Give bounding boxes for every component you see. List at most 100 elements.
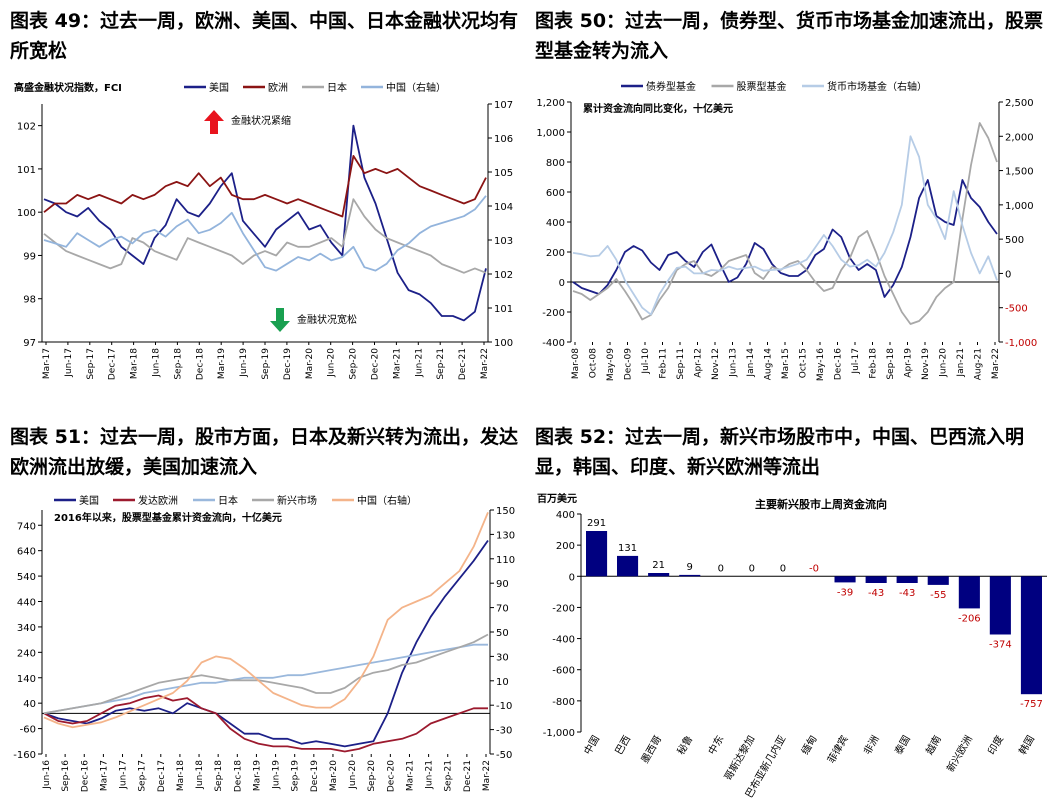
x-tick-label: Nov-19 [921, 348, 931, 380]
x-tick-label: Jun-16 [42, 760, 52, 790]
x-tick-label: Jul-10 [641, 348, 651, 375]
x-tick-label: Aug-14 [764, 348, 774, 381]
panel-em-flows: 图表 52：过去一周，新兴市场股市中，中国、巴西流入明显，韩国、印度、新兴欧洲等… [529, 406, 1058, 812]
x-tick-label: Dec-19 [310, 760, 320, 792]
x-tick-label: Sep-17 [86, 348, 96, 380]
x-tick-label: Jan-21 [956, 348, 966, 378]
y-tick-label: 800 [546, 158, 565, 169]
y-tick-label: 101 [17, 165, 36, 176]
bar-label: -206 [958, 613, 981, 624]
x-tick-label: Mar-18 [130, 348, 140, 379]
legend-label: 日本 [218, 494, 238, 507]
x-tick-label: Mar-22 [480, 348, 490, 379]
legend-label: 股票型基金 [737, 80, 787, 93]
category-label: 菲律宾 [824, 733, 850, 765]
bar-label: 0 [749, 563, 755, 574]
y2-tick-label: 1,500 [1005, 167, 1034, 178]
x-tick-label: Dec-17 [108, 348, 118, 380]
bar-label: -43 [868, 588, 884, 599]
y2-tick-label: 101 [494, 304, 513, 315]
chart-title: 图表 51：过去一周，股市方面，日本及新兴转为流出，发达欧洲流出放缓，美国加速流… [10, 426, 519, 478]
x-tick-label: Sep-16 [61, 760, 71, 792]
y-tick-label: -400 [542, 338, 565, 349]
bar-10 [896, 576, 918, 583]
x-tick-label: Mar-21 [405, 760, 415, 791]
x-tick-label: Sep-18 [886, 348, 896, 380]
bar-label: 21 [652, 560, 665, 571]
x-tick-label: Jun-17 [64, 348, 74, 378]
bar-1 [617, 555, 639, 577]
x-tick-label: Mar-19 [217, 348, 227, 379]
y2-tick-label: 104 [494, 202, 513, 213]
x-tick-label: Dec-18 [233, 760, 243, 792]
bar-13 [989, 576, 1011, 635]
bar-0 [586, 531, 608, 577]
bar-12 [958, 576, 980, 609]
x-tick-label: Mar-20 [305, 348, 315, 379]
y-tick-label: 440 [17, 598, 36, 609]
bar-11 [927, 576, 949, 585]
series-line-3 [43, 633, 489, 715]
y2-tick-label: 10 [496, 677, 509, 688]
x-tick-label: Jan-14 [746, 348, 756, 378]
x-tick-label: Nov-12 [711, 348, 721, 380]
y2-tick-label: 106 [494, 134, 513, 145]
series-line-2 [572, 135, 998, 316]
bar-label: -0 [809, 563, 819, 574]
x-tick-label: Sep-18 [214, 760, 224, 792]
y2-tick-label: -10 [496, 701, 512, 712]
x-tick-label: Sep-19 [261, 348, 271, 380]
x-tick-label: Sep-20 [349, 348, 359, 380]
bar-label: 9 [687, 562, 693, 573]
x-tick-label: Dec-16 [834, 348, 844, 380]
x-tick-label: Feb-18 [869, 348, 879, 379]
category-label: 泰国 [892, 733, 913, 757]
x-tick-label: Mar-17 [99, 760, 109, 791]
y-tick-label: 0 [559, 278, 565, 289]
y-axis-title: 高盛金融状况指数，FCI [14, 81, 122, 94]
subtitle: 主要新兴股市上周资金流向 [755, 497, 887, 511]
equity-flows-chart: 740 640 540 440 340 240 140 40 -60 -160 150 130 110 9… [13, 494, 515, 792]
category-label: 新兴欧洲 [944, 733, 975, 774]
fci-chart: 102 101 100 99 98 97 107 106 105 104 103 102 101 100 M… [14, 81, 513, 380]
legend-label: 债券型基金 [646, 80, 696, 93]
legend-label: 中国（右轴） [357, 494, 417, 507]
x-tick-label: Sep-21 [436, 348, 446, 380]
x-tick-label: Jun-20 [327, 348, 337, 378]
series-line-4 [43, 512, 489, 729]
bar-label: -55 [930, 590, 946, 601]
x-tick-label: Jun-18 [195, 760, 205, 790]
series-line-1 [43, 155, 487, 218]
x-tick-label: Oct-08 [589, 348, 599, 379]
x-tick-label: Mar-20 [329, 760, 339, 791]
x-tick-label: Feb-11 [659, 348, 669, 379]
y-axis-title: 百万美元 [537, 492, 577, 505]
y2-tick-label: 2,500 [1005, 98, 1034, 109]
x-tick-label: Jun-20 [939, 348, 949, 378]
annotation-ease: 金融状况宽松 [297, 313, 357, 326]
y-tick-label: 40 [23, 699, 36, 710]
y2-tick-label: 50 [496, 628, 509, 639]
bar-label: 0 [780, 563, 786, 574]
bar-label: 291 [587, 518, 606, 529]
chart-title: 图表 52：过去一周，新兴市场股市中，中国、巴西流入明显，韩国、印度、新兴欧洲等… [535, 426, 1025, 478]
series-line-0 [43, 124, 487, 322]
panel-equity-flows: 图表 51：过去一周，股市方面，日本及新兴转为流出，发达欧洲流出放缓，美国加速流… [0, 406, 529, 812]
x-tick-label: Jun-19 [239, 348, 249, 378]
x-tick-label: Mar-22 [991, 348, 1001, 379]
y-tick-label: 0 [569, 572, 575, 583]
chart-title: 图表 50：过去一周，债券型、货币市场基金加速流出，股票型基金转为流入 [535, 10, 1044, 62]
bar-label: -757 [1020, 699, 1043, 710]
y2-tick-label: 1,000 [1005, 201, 1034, 212]
subtitle: 累计资金流向同比变化，十亿美元 [583, 102, 733, 115]
y-tick-label: -200 [542, 308, 565, 319]
bar-14 [1020, 576, 1042, 695]
category-label: 中国 [581, 733, 602, 757]
y-tick-label: -160 [13, 750, 36, 761]
x-tick-label: Mar-18 [176, 760, 186, 791]
y-tick-label: 200 [556, 541, 575, 552]
bar-label: 0 [718, 563, 724, 574]
x-tick-label: Sep-17 [138, 760, 148, 792]
y-tick-label: 140 [17, 674, 36, 685]
y-tick-label: -1,000 [543, 728, 575, 739]
